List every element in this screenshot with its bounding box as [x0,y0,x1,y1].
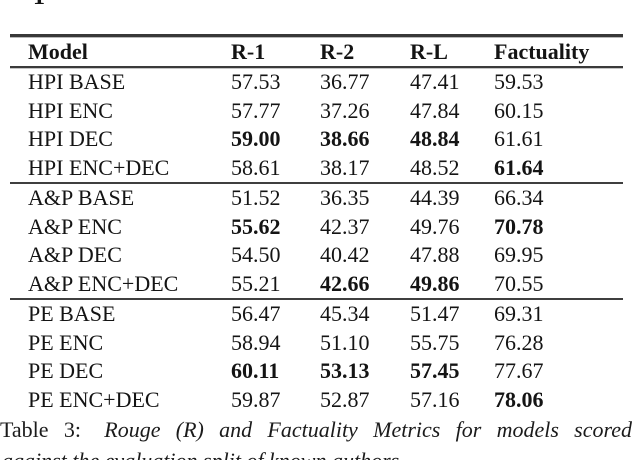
table-row: PE DEC 60.11 53.13 57.45 77.67 [10,357,623,386]
caption-text-line1: Rouge (R) and Factuality Metrics for mod… [104,417,632,442]
metric-value-r2: 40.42 [320,242,370,267]
metric-value-r1: 60.11 [231,358,280,383]
metric-value-rl: 48.52 [410,154,460,180]
metric-value-rl: 48.84 [410,126,460,151]
metric-value-r1: 58.94 [231,329,281,355]
metric-value-r2: 38.66 [320,126,370,151]
metric-value-r1: 55.21 [231,270,281,296]
caption-label: Table 3: [0,417,81,442]
table-row: HPI ENC 57.77 37.26 47.84 60.15 [10,97,623,126]
model-name: PE ENC+DEC [28,386,160,412]
table-caption: Table 3: Rouge (R) and Factuality Metric… [0,416,632,460]
table-top-rule [10,34,623,37]
table-row: A&P DEC 54.50 40.42 47.88 69.95 [10,241,623,270]
metric-value-r2: 53.13 [320,358,370,383]
cutoff-text-fragment: 1 [33,0,45,11]
table-header-rule [10,66,623,68]
model-name: PE ENC [28,329,104,355]
metric-value-factuality: 69.95 [494,242,544,267]
metric-value-rl: 44.39 [410,185,460,210]
metric-value-r1: 59.87 [231,386,281,412]
table-row: A&P BASE 51.52 36.35 44.39 66.34 [10,184,623,213]
metric-value-r1: 57.53 [231,69,281,94]
metric-value-rl: 57.16 [410,386,460,412]
metric-value-factuality: 59.53 [494,69,544,94]
model-name: A&P DEC [28,242,122,267]
metric-value-r1: 51.52 [231,185,281,210]
table-row: HPI DEC 59.00 38.66 48.84 61.61 [10,125,623,154]
metric-value-r1: 58.61 [231,154,281,180]
table-row: A&P ENC 55.62 42.37 49.76 70.78 [10,213,623,242]
metric-value-factuality: 60.15 [494,97,544,123]
table-header-row: Model R-1 R-2 R-L Factuality [10,37,623,66]
metric-value-r2: 37.26 [320,97,370,123]
column-header-r1: R-1 [231,39,266,64]
metric-value-factuality: 61.61 [494,126,544,151]
metric-value-r2: 52.87 [320,386,370,412]
results-table: Model R-1 R-2 R-L Factuality HPI BASE 57.… [10,34,623,414]
metric-value-r1: 57.77 [231,97,281,123]
metric-value-r2: 45.34 [320,301,370,326]
metric-value-rl: 49.76 [410,213,460,239]
table-section: PE BASE 56.47 45.34 51.47 69.31 PE ENC 58.94 51… [10,298,623,414]
model-name: PE BASE [28,301,116,326]
metric-value-rl: 55.75 [410,329,460,355]
table-section: A&P BASE 51.52 36.35 44.39 66.34 A&P ENC 55.62… [10,182,623,298]
metric-value-r1: 56.47 [231,301,281,326]
model-name: HPI BASE [28,69,126,94]
table-row: HPI ENC+DEC 58.61 38.17 48.52 61.64 [10,154,623,183]
results-table-body: HPI BASE 57.53 36.77 47.41 59.53 HPI ENC 57.77… [10,68,623,414]
table-caption-line1: Table 3: Rouge (R) and Factuality Metric… [0,416,632,443]
table-row: PE ENC+DEC 59.87 52.87 57.16 78.06 [10,386,623,415]
metric-value-factuality: 69.31 [494,301,544,326]
caption-text-line2: against the evaluation split of known au… [2,447,405,460]
model-name: A&P ENC+DEC [28,270,179,296]
table-row: A&P ENC+DEC 55.21 42.66 49.86 70.55 [10,270,623,299]
metric-value-r2: 42.66 [320,270,370,296]
metric-value-r2: 42.37 [320,213,370,239]
column-header-rl: R-L [410,39,448,64]
column-header-r2: R-2 [320,39,355,64]
model-name: A&P BASE [28,185,135,210]
metric-value-r2: 36.35 [320,185,370,210]
column-header-factuality: Factuality [494,39,590,64]
metric-value-factuality: 78.06 [494,386,544,412]
metric-value-r1: 54.50 [231,242,281,267]
metric-value-rl: 47.88 [410,242,460,267]
metric-value-r1: 59.00 [231,126,281,151]
metric-value-r2: 51.10 [320,329,370,355]
model-name: PE DEC [28,358,104,383]
metric-value-rl: 47.84 [410,97,460,123]
metric-value-r2: 36.77 [320,69,370,94]
metric-value-factuality: 76.28 [494,329,544,355]
metric-value-factuality: 61.64 [494,154,544,180]
table-row: HPI BASE 57.53 36.77 47.41 59.53 [10,68,623,97]
metric-value-rl: 47.41 [410,69,460,94]
table-row: PE ENC 58.94 51.10 55.75 76.28 [10,329,623,358]
column-header-model: Model [28,39,88,64]
model-name: HPI ENC+DEC [28,154,170,180]
metric-value-factuality: 70.55 [494,270,544,296]
model-name: HPI DEC [28,126,113,151]
metric-value-rl: 51.47 [410,301,460,326]
table-section: HPI BASE 57.53 36.77 47.41 59.53 HPI ENC 57.77… [10,68,623,182]
metric-value-factuality: 66.34 [494,185,544,210]
metric-value-rl: 57.45 [410,358,460,383]
table-row: PE BASE 56.47 45.34 51.47 69.31 [10,300,623,329]
model-name: HPI ENC [28,97,113,123]
model-name: A&P ENC [28,213,122,239]
metric-value-rl: 49.86 [410,270,460,296]
metric-value-factuality: 70.78 [494,213,544,239]
metric-value-r2: 38.17 [320,154,370,180]
metric-value-r1: 55.62 [231,213,281,239]
metric-value-factuality: 77.67 [494,358,544,383]
